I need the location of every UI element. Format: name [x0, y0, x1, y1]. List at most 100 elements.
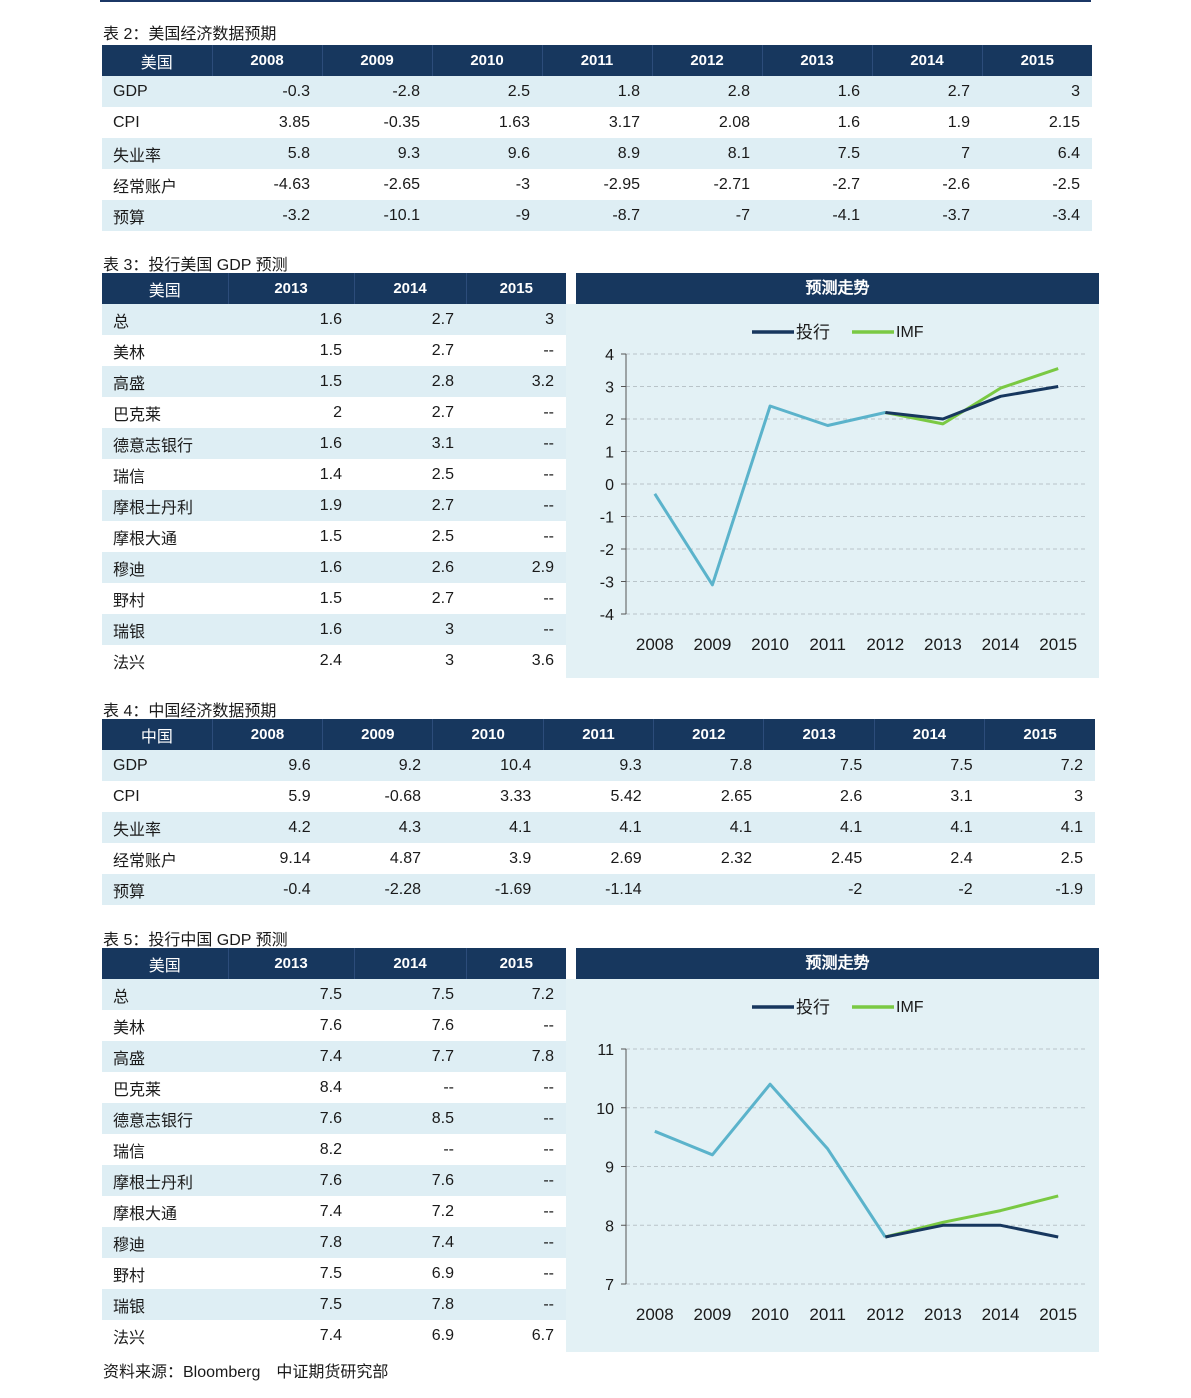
table-cell: --	[466, 583, 566, 614]
table-row: 瑞信 8.2 -- --	[102, 1134, 566, 1165]
table-header-row: 中国 2008 2009 2010 2011 2012 2013 2014 2015	[102, 719, 1095, 750]
table-cell: -0.35	[322, 107, 432, 138]
table-cell: 5.8	[212, 138, 322, 169]
table-cell: 4.1	[543, 812, 654, 843]
table-row: 美林 7.6 7.6 --	[102, 1010, 566, 1041]
table4-caption: 表 4：中国经济数据预期	[103, 703, 277, 720]
table-cell: -3.7	[872, 200, 982, 231]
us-economic-table: 美国 2008 2009 2010 2011 2012 2013 2014 2015 GDP -0…	[102, 45, 1092, 231]
y-tick-label: 11	[597, 1042, 614, 1059]
row-label: 野村	[102, 583, 228, 614]
row-label: 摩根大通	[102, 521, 228, 552]
table-cell: 5.9	[212, 781, 323, 812]
table-cell: -2.28	[322, 874, 433, 905]
table-cell: --	[466, 1103, 566, 1134]
column-header: 2013	[761, 45, 872, 76]
column-header: 2009	[322, 719, 433, 750]
table-row: GDP 9.6 9.2 10.4 9.3 7.8 7.5 7.5 7.2	[102, 750, 1095, 781]
table-cell: --	[354, 1072, 466, 1103]
row-label: GDP	[102, 76, 212, 107]
table-cell: 2.7	[354, 583, 466, 614]
x-tick-label: 2009	[694, 635, 732, 654]
table-row: 穆迪 1.6 2.6 2.9	[102, 552, 566, 583]
table-cell: 1.6	[762, 107, 872, 138]
table-cell: 1.5	[228, 583, 354, 614]
table-row: 预算 -0.4 -2.28 -1.69 -1.14 -2 -2 -1.9	[102, 874, 1095, 905]
table-cell: --	[466, 490, 566, 521]
table-row: 总 7.5 7.5 7.2	[102, 979, 566, 1010]
row-label: 经常账户	[102, 843, 213, 874]
table-cell: 3	[982, 76, 1092, 107]
row-label: 德意志银行	[102, 428, 228, 459]
table-row: 德意志银行 7.6 8.5 --	[102, 1103, 566, 1134]
us-gdp-forecast-table: 美国 2013 2014 2015 总 1.6 2.7 3 美林 1.5 2.7 -- 高盛 1.5 2.…	[102, 273, 566, 676]
table-row: 预算 -3.2 -10.1 -9 -8.7 -7 -4.1 -3.7 -3.4	[102, 200, 1092, 231]
x-tick-label: 2015	[1039, 1305, 1077, 1324]
table-cell: 2.7	[872, 76, 982, 107]
table-cell: --	[466, 459, 566, 490]
table-cell: 3.2	[466, 366, 566, 397]
table-cell: 1.5	[228, 335, 354, 366]
x-tick-label: 2010	[751, 1305, 789, 1324]
series-line-imf	[885, 367, 1059, 426]
top-rule	[100, 0, 1091, 2]
table-cell: 8.9	[542, 138, 652, 169]
table-cell: 7.8	[354, 1289, 466, 1320]
column-header: 2013	[227, 948, 354, 979]
table-cell: 2.69	[543, 843, 654, 874]
table-cell: 2.4	[228, 645, 354, 676]
table-cell: -2.5	[982, 169, 1092, 200]
table-cell: -9	[432, 200, 542, 231]
table-cell: 6.9	[354, 1258, 466, 1289]
table-cell: 2.45	[763, 843, 875, 874]
row-label: GDP	[102, 750, 213, 781]
table-cell: 1.9	[872, 107, 982, 138]
table-cell: --	[466, 1165, 566, 1196]
table-cell: 7.5	[763, 750, 875, 781]
table-cell: 7.6	[228, 1165, 354, 1196]
table-row: 总 1.6 2.7 3	[102, 304, 566, 335]
table-cell: 4.1	[874, 812, 985, 843]
table-row: 美林 1.5 2.7 --	[102, 335, 566, 366]
y-tick-label: 2	[605, 412, 614, 429]
table-cell: 4.3	[322, 812, 433, 843]
table-row: 瑞银 1.6 3 --	[102, 614, 566, 645]
table-cell: -1.69	[432, 874, 544, 905]
column-header: 2015	[984, 719, 1095, 750]
column-header: 2014	[873, 719, 985, 750]
table-cell: --	[466, 1227, 566, 1258]
table-cell: 7.5	[354, 979, 466, 1010]
row-label: 摩根士丹利	[102, 490, 228, 521]
y-tick-label: 8	[605, 1218, 614, 1235]
table-cell: 1.6	[228, 552, 354, 583]
table-cell: --	[466, 1134, 566, 1165]
x-tick-label: 2014	[982, 635, 1020, 654]
column-header: 美国	[102, 45, 212, 76]
table-cell: -2	[763, 874, 875, 905]
column-header: 2015	[981, 45, 1092, 76]
table-cell: 7.5	[762, 138, 872, 169]
row-label: 德意志银行	[102, 1103, 228, 1134]
table-cell: 2.7	[354, 304, 466, 335]
table2-caption: 表 2：美国经济数据预期	[103, 26, 277, 43]
table-cell: 3.1	[354, 428, 466, 459]
table-cell: 9.3	[543, 750, 654, 781]
table-cell: 10.4	[432, 750, 544, 781]
x-tick-label: 2014	[982, 1305, 1020, 1324]
table-cell: 2.08	[652, 107, 762, 138]
table-cell: 1.6	[228, 614, 354, 645]
table-row: 失业率 4.2 4.3 4.1 4.1 4.1 4.1 4.1 4.1	[102, 812, 1095, 843]
column-header: 2008	[211, 45, 322, 76]
table-cell: 2.65	[653, 781, 764, 812]
table-row: 穆迪 7.8 7.4 --	[102, 1227, 566, 1258]
table-cell: 3	[354, 614, 466, 645]
table-header-row: 美国 2008 2009 2010 2011 2012 2013 2014 2015	[102, 45, 1092, 76]
table-cell: 7.6	[228, 1103, 354, 1134]
table-cell: --	[466, 428, 566, 459]
table-cell: -0.3	[212, 76, 322, 107]
row-label: 瑞银	[102, 1289, 228, 1320]
table-cell: 1.9	[228, 490, 354, 521]
table-cell: 7.8	[228, 1227, 354, 1258]
table-cell: -4.63	[212, 169, 322, 200]
table-cell: 7.6	[228, 1010, 354, 1041]
